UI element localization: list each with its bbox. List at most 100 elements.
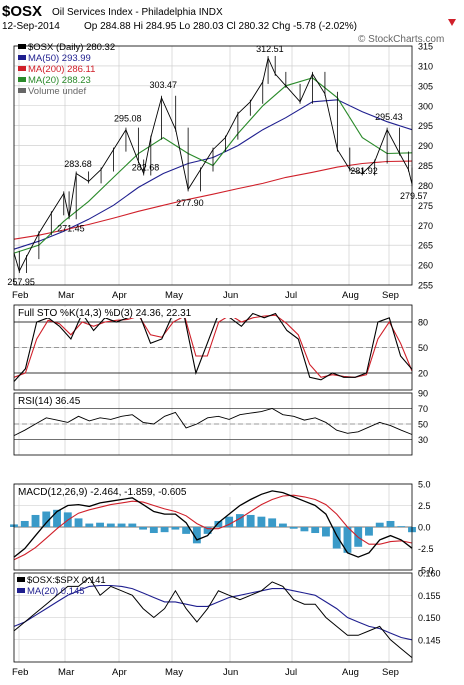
ratio-line — [13, 576, 413, 658]
y-tick-label: 50 — [418, 343, 428, 353]
x-tick-label: Jul — [285, 290, 297, 301]
header-quote: Op 284.88 Hi 284.95 Lo 280.03 Cl 280.32 … — [84, 21, 357, 32]
macd-histogram-bar — [182, 527, 191, 534]
macd-histogram-bar — [149, 527, 158, 534]
y-tick-label: 290 — [418, 141, 433, 151]
y-tick-label: 90 — [418, 389, 428, 399]
macd-histogram-bar — [343, 527, 352, 553]
y-tick-label: 0.0 — [418, 523, 431, 533]
macd-histogram-bar — [128, 523, 137, 527]
legend-swatch — [18, 66, 26, 71]
panel-frame — [13, 45, 413, 286]
y-tick-label: 70 — [418, 404, 428, 414]
macd-histogram-bar — [235, 514, 244, 527]
header-symbol: $OSX — [2, 3, 42, 20]
panel-frame — [13, 483, 413, 571]
x-tick-label: Apr — [112, 290, 127, 301]
stochastic-d-line — [13, 314, 413, 378]
y-tick-label: 80 — [418, 318, 428, 328]
macd-histogram-bar — [225, 516, 234, 527]
x-tick-label: Aug — [342, 667, 359, 678]
y-tick-label: 20 — [418, 369, 428, 379]
macd-histogram-bar — [31, 514, 40, 527]
macd-histogram-bar — [375, 522, 384, 527]
legend-swatch — [18, 44, 26, 49]
macd-histogram-bar — [74, 518, 83, 527]
legend-entry: Volume undef — [28, 86, 86, 97]
x-tick-label: Feb — [12, 290, 28, 301]
macd-histogram-bar — [311, 527, 320, 534]
macd-histogram-bar — [139, 527, 148, 530]
ratio-ma-line — [13, 584, 413, 641]
price-line — [13, 56, 413, 273]
y-tick-label: -5.0 — [418, 566, 434, 576]
legend-swatch — [18, 55, 26, 60]
x-tick-label: Feb — [12, 667, 28, 678]
macd-title-bg — [16, 486, 244, 497]
macd-histogram-bar — [246, 514, 255, 527]
price-annotation: 277.90 — [176, 198, 204, 208]
y-tick-label: 0.145 — [418, 635, 441, 645]
y-tick-label: 310 — [418, 61, 433, 71]
macd-histogram-bar — [192, 527, 201, 544]
y-tick-label: 2.5 — [418, 501, 431, 511]
x-tick-label: Sep — [382, 667, 399, 678]
macd-histogram-bar — [332, 527, 341, 549]
macd-histogram-bar — [278, 523, 287, 527]
copyright-text: © StockCharts.com — [358, 34, 444, 45]
y-tick-label: 260 — [418, 261, 433, 271]
ratio-legend-swatch — [17, 577, 25, 582]
price-annotation: 257.95 — [7, 277, 35, 287]
macd-histogram-bar — [20, 520, 29, 527]
macd-histogram-bar — [289, 527, 298, 529]
price-annotation: 279.57 — [400, 191, 428, 201]
legend-swatch — [18, 88, 26, 93]
header-name: Oil Services Index - Philadelphia INDX — [52, 7, 223, 18]
stochastic-title: Full STO %K(14,3) %D(3) 24.36, 22.31 — [18, 308, 192, 319]
panel-frames-layer — [13, 45, 413, 663]
x-tick-label: Aug — [342, 290, 359, 301]
ratio-legend-swatch — [17, 588, 25, 593]
macd-histogram-bar — [42, 511, 51, 527]
rsi-line — [13, 408, 413, 437]
x-tick-label: May — [165, 290, 183, 301]
macd-histogram-bar — [386, 520, 395, 527]
x-tick-label: Sep — [382, 290, 399, 301]
y-tick-label: 0.160 — [418, 569, 441, 579]
macd-histogram-bar — [160, 527, 169, 533]
y-tick-label: 255 — [418, 281, 433, 291]
legend-swatch — [18, 77, 26, 82]
macd-histogram-bar — [53, 509, 61, 527]
ma-line-ma-200- — [13, 160, 413, 240]
macd-histogram-bar — [214, 520, 223, 527]
panel-frame — [13, 572, 413, 663]
y-tick-label: -2.5 — [418, 544, 434, 554]
x-tick-label: Jun — [223, 667, 238, 678]
macd-histogram-bar — [300, 527, 309, 532]
macd-line — [13, 490, 413, 558]
y-tick-label: 5.0 — [418, 480, 431, 490]
y-tick-label: 280 — [418, 181, 433, 191]
macd-histogram-bar — [203, 527, 212, 534]
x-tick-label: May — [165, 667, 183, 678]
price-annotation: 281.92 — [350, 166, 378, 176]
macd-histogram-bar — [117, 523, 126, 527]
y-tick-label: 265 — [418, 241, 433, 251]
legend-entry: $OSX (Daily) 280.32 — [28, 42, 115, 53]
macd-histogram-bar — [322, 527, 330, 537]
macd-title: MACD(12,26,9) -2.464, -1.859, -0.605 — [18, 487, 187, 498]
y-tick-label: 300 — [418, 101, 433, 111]
legend-entry: MA(200) 286.11 — [28, 64, 95, 75]
y-tick-label: 0.150 — [418, 613, 441, 623]
legend-entry: MA(50) 293.99 — [28, 53, 91, 64]
price-annotation: 271.45 — [57, 223, 85, 233]
x-tick-label: Mar — [58, 290, 74, 301]
macd-histogram-bar — [85, 523, 94, 527]
price-annotation: 295.43 — [375, 112, 403, 122]
price-annotation: 282.68 — [132, 163, 160, 173]
legend-entry: MA(20) 288.23 — [28, 75, 91, 86]
header-date: 12-Sep-2014 — [2, 21, 60, 32]
x-tick-label: Jun — [223, 290, 238, 301]
y-tick-label: 50 — [418, 420, 428, 430]
